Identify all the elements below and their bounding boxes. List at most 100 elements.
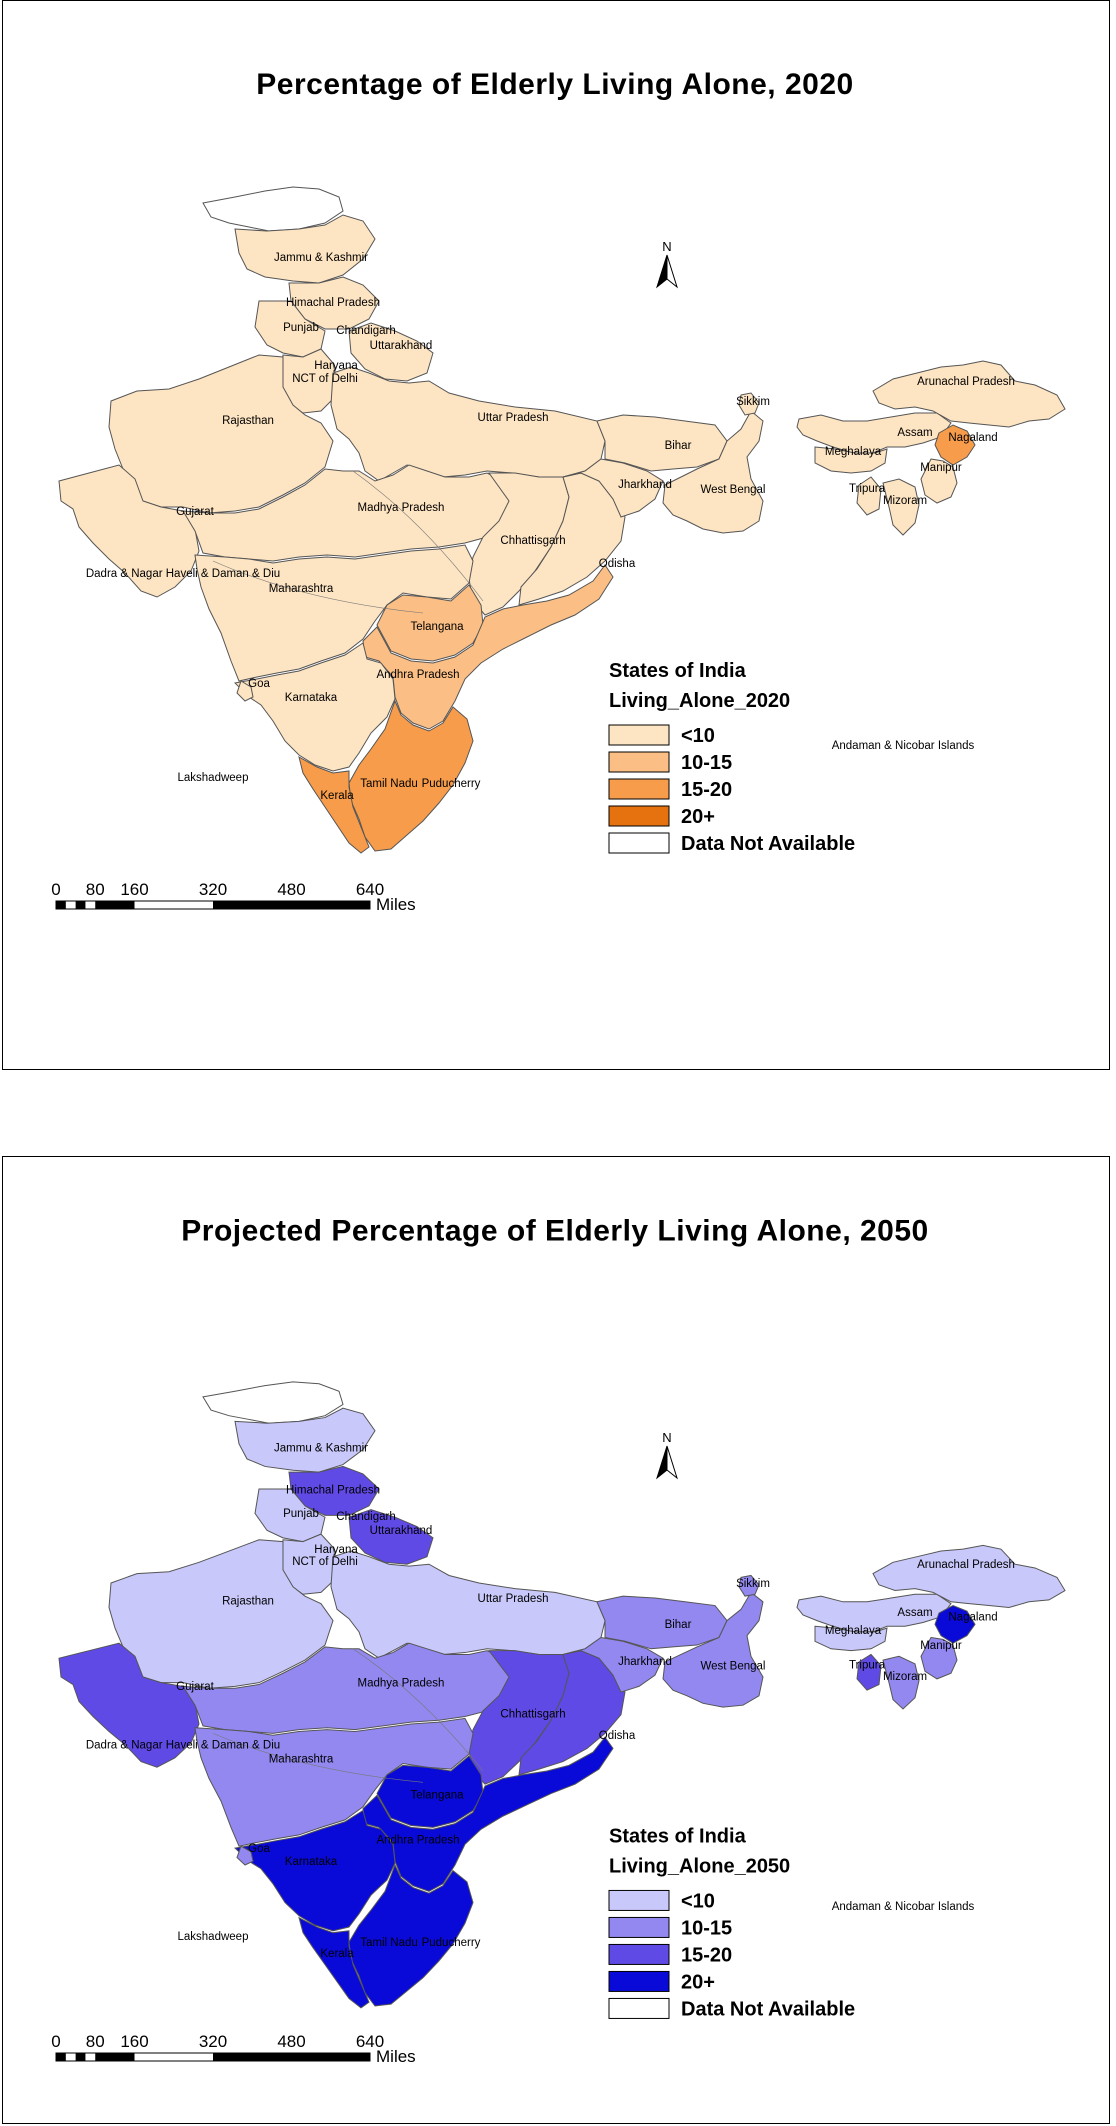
state-region-uk	[349, 323, 433, 381]
state-label-hp: Himachal Pradesh	[286, 1485, 380, 1497]
state-label-nl: Nagaland	[948, 1612, 997, 1624]
legend-title: States of India	[609, 1825, 747, 1847]
state-region-ap	[363, 1737, 613, 1891]
state-region-aksai	[203, 1382, 343, 1423]
state-label-ap: Andhra Pradesh	[376, 669, 459, 681]
state-region-aksai	[203, 187, 343, 231]
state-region-kl	[299, 757, 369, 853]
scale-tick-label: 320	[199, 2032, 227, 2051]
map-panel-2020: Percentage of Elderly Living Alone, 2020…	[2, 0, 1110, 1070]
state-label-tr: Tripura	[849, 1660, 886, 1672]
scale-tick-label: 0	[51, 880, 60, 899]
svg-text:N: N	[662, 1430, 671, 1445]
state-label-mz: Mizoram	[883, 1671, 927, 1683]
state-label-ch: Chandigarh	[336, 325, 395, 337]
state-label-mh: Maharashtra	[269, 1754, 334, 1766]
state-region-sk	[739, 1575, 759, 1596]
state-region-kl	[299, 1918, 369, 2008]
state-label-dl: NCT of Delhi	[292, 1556, 358, 1568]
state-region-mn	[921, 1638, 957, 1679]
state-region-tg	[377, 1756, 483, 1827]
map-canvas-2050: Projected Percentage of Elderly Living A…	[51, 1214, 1107, 2066]
legend-label: <10	[681, 725, 715, 747]
legend-field: Living_Alone_2050	[609, 1855, 790, 1877]
india-state-layer	[59, 187, 1065, 853]
state-region-jk	[235, 215, 375, 283]
state-label-up: Uttar Pradesh	[478, 1593, 549, 1605]
state-label-ka: Karnataka	[285, 692, 338, 704]
state-label-tr: Tripura	[849, 483, 886, 495]
state-label-dnh: Dadra & Nagar Haveli & Daman & Diu	[86, 1739, 280, 1751]
state-label-py: Puducherry	[422, 778, 481, 790]
legend-label: 10-15	[681, 1917, 732, 1939]
state-region-mz	[883, 479, 919, 535]
state-label-jh: Jharkhand	[618, 1656, 672, 1668]
state-label-tn: Tamil Nadu	[360, 1937, 418, 1949]
state-label-od: Odisha	[599, 558, 636, 570]
legend-swatch	[608, 1970, 670, 1992]
state-label-jk: Jammu & Kashmir	[274, 1442, 368, 1454]
legend-field: Living_Alone_2020	[609, 690, 790, 712]
scale-bar	[55, 900, 371, 910]
state-label-jk: Jammu & Kashmir	[274, 252, 368, 264]
scale-bar	[55, 2052, 371, 2062]
state-label-mn: Manipur	[920, 462, 962, 474]
map-panel-2050: Projected Percentage of Elderly Living A…	[2, 1156, 1110, 2124]
state-label-uk: Uttarakhand	[370, 1525, 433, 1537]
scale-tick-label: 640	[356, 2032, 384, 2051]
state-region-as	[797, 1594, 951, 1632]
state-region-gj	[59, 1643, 199, 1767]
state-region-jh	[563, 459, 663, 517]
legend-label: 15-20	[681, 779, 732, 801]
state-region-wb	[663, 1592, 763, 1707]
legend-label: Data Not Available	[681, 833, 855, 855]
north-arrow-icon: N	[656, 239, 678, 289]
state-region-uk	[349, 1510, 433, 1565]
state-region-ga	[237, 1846, 253, 1865]
legend-swatch	[608, 1997, 670, 2019]
legend-swatch	[608, 805, 670, 827]
state-label-mh: Maharashtra	[269, 583, 334, 595]
legend-swatch	[608, 1916, 670, 1938]
north-arrow-icon: N	[656, 1430, 678, 1480]
state-label-pb: Punjab	[283, 322, 319, 334]
state-label-sk: Sikkim	[736, 1578, 770, 1590]
state-label-pb: Punjab	[283, 1508, 319, 1520]
state-region-as	[797, 413, 951, 453]
state-label-cg: Chhattisgarh	[500, 535, 565, 547]
scale-tick-label: 320	[199, 880, 227, 899]
state-label-ap: Andhra Pradesh	[376, 1834, 459, 1846]
state-label-mp: Madhya Pradesh	[358, 502, 445, 514]
state-region-jh	[563, 1638, 663, 1693]
scale-tick-label: 160	[120, 880, 148, 899]
state-region-tr	[857, 1654, 881, 1690]
internal-boundary-line	[213, 561, 423, 613]
legend-swatch	[608, 724, 670, 746]
legend-swatch	[608, 778, 670, 800]
state-region-tr	[857, 477, 881, 515]
state-label-jh: Jharkhand	[618, 479, 672, 491]
state-label-wb: West Bengal	[701, 1660, 766, 1672]
state-label-ka: Karnataka	[285, 1856, 338, 1868]
svg-text:N: N	[662, 239, 671, 254]
legend-label: 15-20	[681, 1944, 732, 1966]
state-label-tg: Telangana	[410, 1789, 464, 1801]
state-region-br	[597, 1596, 727, 1649]
state-label-tn: Tamil Nadu	[360, 778, 418, 790]
state-label-ld: Lakshadweep	[178, 772, 249, 784]
state-label-sk: Sikkim	[736, 396, 770, 408]
state-label-an: Andaman & Nicobar Islands	[832, 1901, 975, 1913]
state-label-ga: Goa	[248, 1843, 270, 1855]
state-region-nl	[935, 1606, 975, 1644]
state-label-hr: Haryana	[314, 1544, 358, 1556]
state-region-up	[331, 1551, 605, 1658]
state-region-ar	[873, 361, 1065, 427]
internal-boundary-line	[353, 471, 483, 601]
legend-title: States of India	[609, 660, 747, 682]
state-region-ml	[815, 1626, 887, 1650]
state-label-mp: Madhya Pradesh	[358, 1677, 445, 1689]
state-label-mz: Mizoram	[883, 495, 927, 507]
state-region-tn	[349, 1865, 473, 2006]
state-region-up	[331, 367, 605, 481]
state-label-rj: Rajasthan	[222, 1596, 274, 1608]
